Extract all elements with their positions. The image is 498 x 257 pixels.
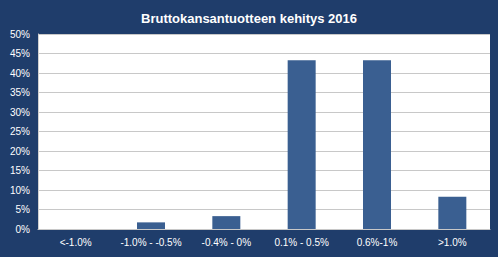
svg-text:0.1% - 0.5%: 0.1% - 0.5% [274, 237, 329, 248]
svg-text:50%: 50% [10, 29, 30, 40]
svg-text:-1.0% - -0.5%: -1.0% - -0.5% [120, 237, 181, 248]
svg-text:45%: 45% [10, 48, 30, 59]
svg-text:-0.4% - 0%: -0.4% - 0% [202, 237, 252, 248]
svg-text:0.6%-1%: 0.6%-1% [357, 237, 398, 248]
svg-text:20%: 20% [10, 146, 30, 157]
svg-text:25%: 25% [10, 126, 30, 137]
svg-text:<-1.0%: <-1.0% [60, 237, 92, 248]
svg-text:Bruttokansantuotteen kehitys 2: Bruttokansantuotteen kehitys 2016 [141, 11, 357, 26]
svg-text:30%: 30% [10, 107, 30, 118]
svg-text:0%: 0% [16, 224, 31, 235]
svg-text:15%: 15% [10, 165, 30, 176]
svg-text:>1.0%: >1.0% [438, 237, 467, 248]
svg-text:40%: 40% [10, 68, 30, 79]
svg-text:10%: 10% [10, 185, 30, 196]
svg-text:35%: 35% [10, 87, 30, 98]
svg-text:5%: 5% [16, 204, 31, 215]
